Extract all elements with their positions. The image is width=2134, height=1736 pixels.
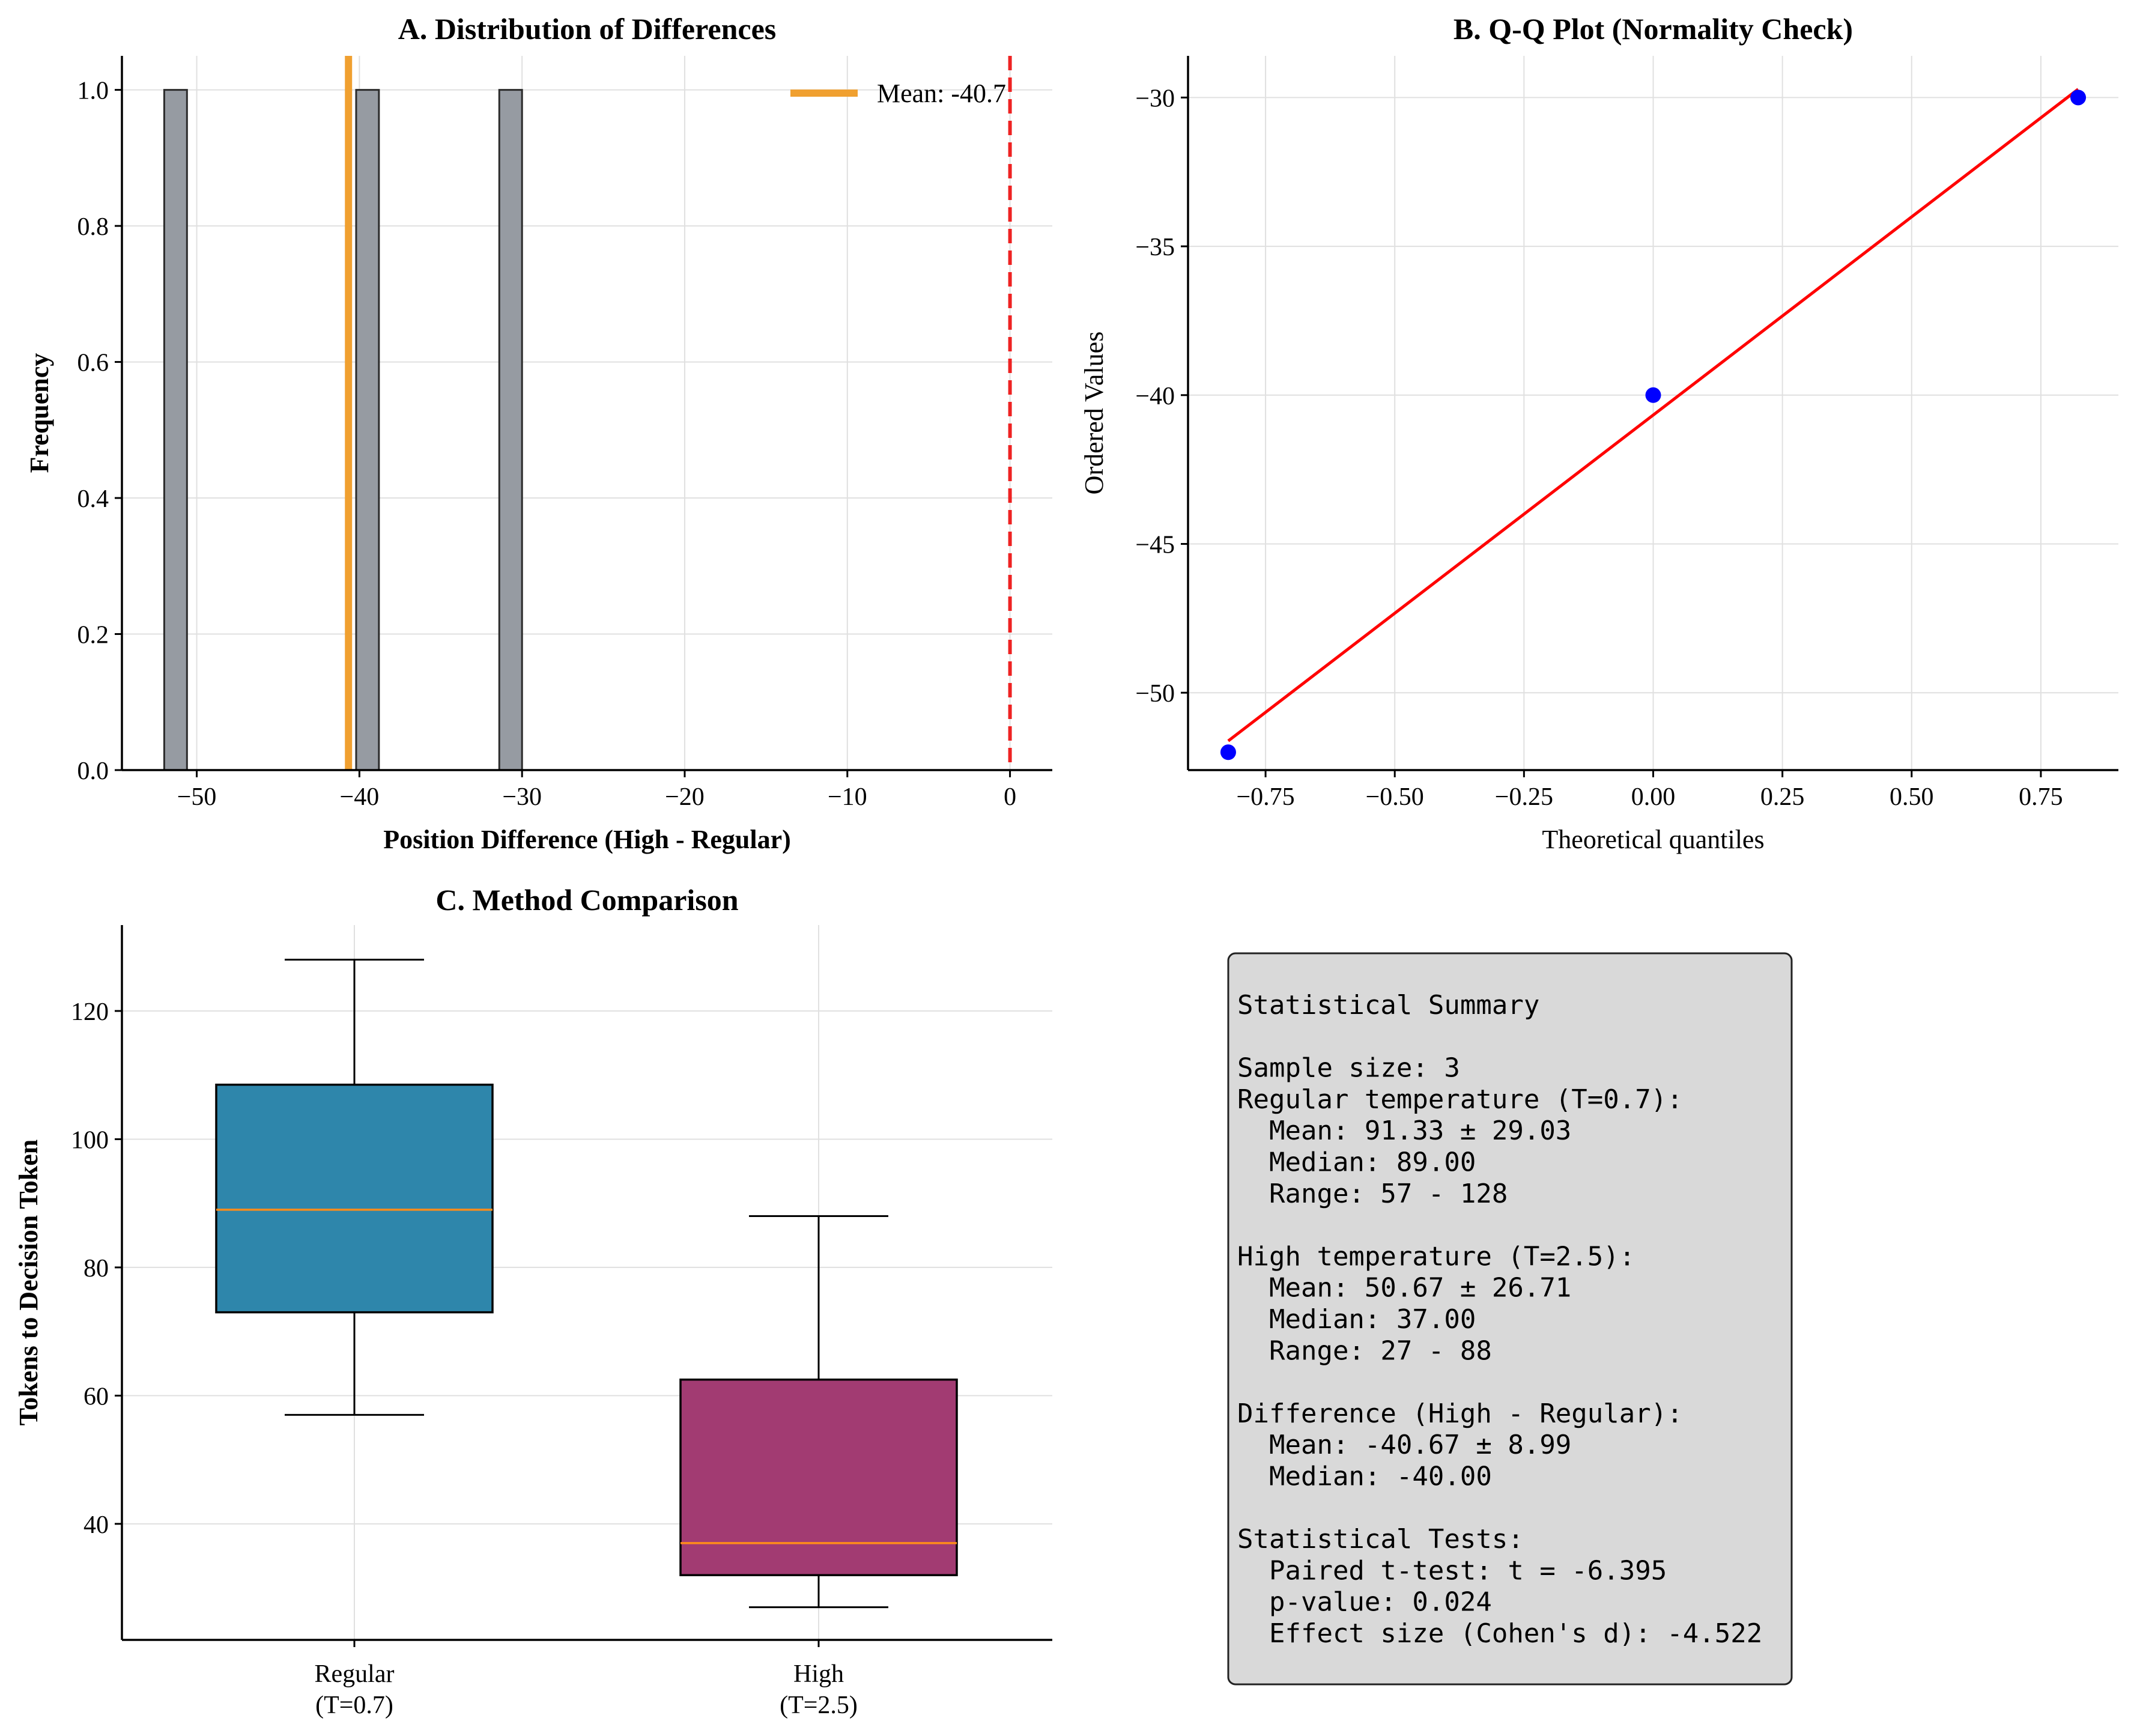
summary-line: Paired t-test: t = -6.395 [1237, 1555, 1667, 1586]
y-tick-label: 1.0 [77, 77, 109, 105]
y-tick-label: −45 [1135, 531, 1175, 559]
summary-line: Difference (High - Regular): [1237, 1398, 1683, 1429]
summary-line: Statistical Tests: [1237, 1524, 1524, 1555]
summary-line: Effect size (Cohen's d): -4.522 [1237, 1618, 1762, 1649]
y-tick-label: 0.6 [77, 350, 109, 377]
y-axis-label: Frequency [25, 353, 54, 473]
summary-line: Median: 37.00 [1237, 1304, 1476, 1335]
y-tick-label: −50 [1135, 680, 1175, 708]
summary-box [1227, 952, 1793, 1686]
y-tick-label: 0.4 [77, 485, 109, 513]
summary-line: Mean: 50.67 ± 26.71 [1237, 1273, 1571, 1304]
qq-point [1220, 744, 1236, 760]
x-tick-label: −0.50 [1366, 783, 1424, 811]
histogram-bar [355, 89, 380, 771]
box-iqr [679, 1378, 958, 1576]
y-tick-label: 0.2 [77, 622, 109, 649]
summary-line: Mean: -40.67 ± 8.99 [1237, 1430, 1571, 1460]
x-tick-label-line2: (T=0.7) [315, 1692, 393, 1719]
chart-title: A. Distribution of Differences [398, 12, 777, 46]
x-axis-label: Position Difference (High - Regular) [383, 825, 791, 854]
summary-line: High temperature (T=2.5): [1237, 1241, 1635, 1272]
box-iqr [215, 1083, 494, 1314]
x-tick-label: 0.25 [1760, 783, 1805, 811]
histogram-bar [163, 89, 188, 771]
y-tick-label: 100 [71, 1126, 109, 1154]
summary-line: Median: 89.00 [1237, 1147, 1476, 1178]
legend-label-mean: Mean: -40.7 [877, 79, 1006, 108]
summary-line: Median: -40.00 [1237, 1461, 1492, 1492]
summary-line: Regular temperature (T=0.7): [1237, 1084, 1683, 1115]
x-tick-label: 0 [1004, 783, 1016, 811]
x-tick-label: −0.75 [1236, 783, 1294, 811]
y-tick-label: 0.8 [77, 213, 109, 241]
summary-line: p-value: 0.024 [1237, 1587, 1492, 1618]
y-tick-label: 0.0 [77, 757, 109, 785]
y-tick-label: 120 [71, 998, 109, 1026]
summary-line: Range: 57 - 128 [1237, 1179, 1508, 1209]
summary-line: Sample size: 3 [1237, 1053, 1460, 1084]
summary-text: Statistical Summary Sample size: 3 Regular… [1237, 990, 1762, 1649]
y-tick-label: 40 [83, 1511, 109, 1539]
x-tick-label: −10 [828, 783, 867, 811]
y-tick-label: −35 [1135, 234, 1175, 261]
x-tick-label-line1: High [793, 1660, 844, 1688]
panel-a-histogram: −50 −40 −30 −20 −10 0 0.0 0.2 0.4 0.6 0.8 1.0 Mean: … [25, 12, 1052, 854]
panel-c-box-plot: Regular (T=0.7) High (T=2.5) 40 60 80 100 120 C. … [14, 883, 1052, 1719]
x-tick-label: −30 [502, 783, 542, 811]
y-tick-label: −40 [1135, 383, 1175, 410]
qq-fit-line [1227, 88, 2079, 742]
panel-b-qq-plot: −0.75 −0.50 −0.25 0.00 0.25 0.50 0.75 −50 −45 −40… [1079, 12, 2118, 854]
y-tick-label: 80 [83, 1255, 109, 1282]
y-tick-label: 60 [83, 1383, 109, 1410]
summary-line: Statistical Summary [1237, 990, 1539, 1021]
x-tick-label: −0.25 [1495, 783, 1553, 811]
y-axis-label: Tokens to Decision Token [14, 1140, 43, 1425]
x-tick-label-line1: Regular [315, 1660, 395, 1688]
summary-line: Mean: 91.33 ± 29.03 [1237, 1115, 1571, 1146]
y-axis-label: Ordered Values [1079, 332, 1109, 495]
histogram-bar [498, 89, 523, 771]
x-axis-label: Theoretical quantiles [1542, 825, 1764, 854]
qq-point [2070, 90, 2087, 106]
x-tick-label: 0.50 [1890, 783, 1934, 811]
x-tick-label-line2: (T=2.5) [780, 1692, 858, 1719]
y-tick-label: −30 [1135, 85, 1175, 112]
statistical-summary-panel: Statistical Summary Sample size: 3 Regular… [1227, 952, 1793, 1686]
x-tick-label: 0.00 [1631, 783, 1676, 811]
x-tick-label: −40 [340, 783, 380, 811]
x-tick-label: −20 [665, 783, 705, 811]
x-tick-label: 0.75 [2019, 783, 2063, 811]
chart-title: B. Q-Q Plot (Normality Check) [1453, 12, 1853, 46]
summary-line: Range: 27 - 88 [1237, 1335, 1492, 1366]
x-tick-label: −50 [177, 783, 217, 811]
chart-title: C. Method Comparison [435, 883, 738, 917]
qq-point [1645, 387, 1661, 403]
